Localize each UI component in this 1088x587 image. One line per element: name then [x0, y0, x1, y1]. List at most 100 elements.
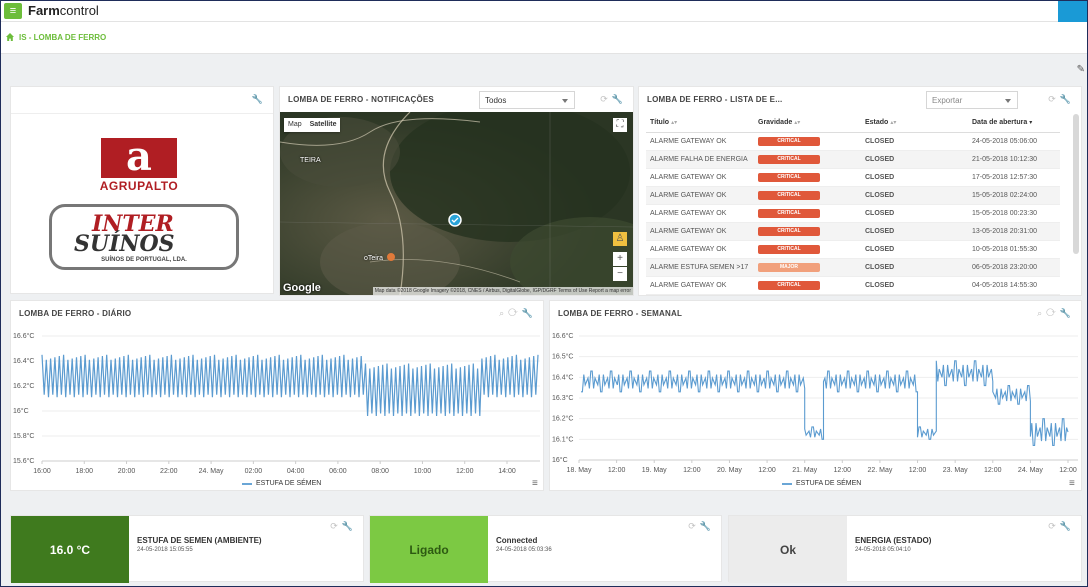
map-view[interactable]: Map Satellite ⛶ ♙ + − TEIRA oTeira Googl… — [280, 112, 633, 295]
column-header-titulo[interactable]: Título ▴▾ — [646, 114, 754, 133]
export-select[interactable]: Exportar — [926, 91, 1018, 109]
tile-estufa-semen[interactable]: 16.0 °C ESTUFA DE SEMEN (AMBIENTE) 24-05… — [10, 515, 364, 583]
zoom-icon[interactable]: ⌕ — [499, 308, 509, 318]
agrupalto-logo: a — [101, 137, 177, 178]
y-tick-label: 16.6°C — [13, 332, 34, 340]
cell-estado: CLOSED — [861, 168, 968, 187]
tile-energia[interactable]: Ok ENERGIA (ESTADO) 24-05-2018 05:04:10 … — [728, 515, 1082, 583]
daily-chart[interactable]: 15.6°C 15.8°C 16°C 16.2°C 16.4°C 16.6°C 16:00 1… — [10, 326, 544, 476]
x-tick-label: 10:00 — [414, 468, 432, 475]
x-tick-label: 14:00 — [498, 468, 516, 475]
weekly-chart-legend[interactable]: ESTUFA DE SÉMEN — [782, 480, 861, 487]
table-row[interactable]: ALARME GATEWAY OK CRITICAL CLOSED 13-05-201… — [646, 222, 1060, 241]
settings-icon[interactable]: 🔧 — [1059, 521, 1075, 531]
chart-menu-icon[interactable]: ≡ — [1069, 478, 1075, 489]
cell-gravidade: CRITICAL — [754, 132, 861, 151]
table-row[interactable]: ALARME FALHA DE ENERGIA CRITICAL CLOSED 21-… — [646, 150, 1060, 169]
intersuinos-tagline: SUÍNOS DE PORTUGAL, LDA. — [101, 257, 187, 263]
cell-gravidade: CRITICAL — [754, 186, 861, 205]
x-tick-label: 12:00 — [909, 467, 927, 474]
panel-title: LOMBA DE FERRO - DIÁRIO — [19, 309, 132, 318]
settings-icon[interactable]: 🔧 — [1059, 94, 1075, 104]
zoom-in-button[interactable]: + — [613, 252, 627, 266]
settings-icon[interactable]: 🔧 — [611, 94, 627, 104]
tile-value-swatch: 16.0 °C — [11, 516, 129, 583]
settings-icon[interactable]: 🔧 — [341, 521, 357, 531]
fullscreen-icon[interactable]: ⛶ — [613, 118, 627, 132]
tile-value-swatch: Ok — [729, 516, 847, 583]
refresh-icon[interactable]: ⟳ — [1046, 308, 1060, 318]
table-row[interactable]: ALARME GATEWAY OK CRITICAL CLOSED 15-05-201… — [646, 204, 1060, 223]
weekly-chart[interactable]: 16°C 16.1°C 16.2°C 16.3°C 16.4°C 16.5°C 16.6°C… — [549, 326, 1082, 476]
refresh-icon[interactable]: ⟳ — [1048, 521, 1060, 531]
sort-icon: ▴▾ — [671, 120, 678, 127]
map-button[interactable]: Map — [288, 121, 302, 128]
breadcrumb[interactable]: IS - LOMBA DE FERRO — [19, 33, 107, 42]
zoom-icon[interactable]: ⌕ — [1037, 308, 1047, 318]
table-row[interactable]: ALARME GATEWAY OK CRITICAL CLOSED 10-05-201… — [646, 240, 1060, 259]
map-attribution[interactable]: Map data ©2018 Google Imagery ©2018, CNE… — [372, 287, 633, 295]
settings-icon[interactable]: 🔧 — [699, 521, 715, 531]
severity-badge: CRITICAL — [758, 136, 820, 146]
x-tick-label: 20:00 — [118, 468, 136, 475]
severity-badge: CRITICAL — [758, 280, 820, 290]
cell-estado: CLOSED — [861, 258, 968, 277]
cell-estado: CLOSED — [861, 276, 968, 295]
cell-data: 15-05-2018 02:24:00 — [968, 186, 1060, 205]
table-scrollbar[interactable] — [1073, 114, 1079, 254]
x-tick-label: 08:00 — [371, 468, 389, 475]
table-row[interactable]: ALARME GATEWAY OK CRITICAL CLOSED 17-05-201… — [646, 168, 1060, 187]
settings-icon[interactable]: 🔧 — [521, 308, 537, 318]
satellite-button[interactable]: Satellite — [309, 121, 337, 128]
intersuinos-suinos: SUÍNOS — [74, 231, 175, 257]
column-label: Gravidade — [758, 119, 793, 127]
column-header-estado[interactable]: Estado ▴▾ — [861, 114, 968, 133]
refresh-icon[interactable]: ⟳ — [508, 308, 522, 318]
cell-data: 13-05-2018 20:31:00 — [968, 222, 1060, 241]
map-place-label: TEIRA — [300, 157, 321, 164]
panel-tools: ⟳🔧 — [1048, 94, 1075, 105]
location-marker-icon[interactable] — [448, 213, 462, 227]
brand-logo[interactable]: Farmcontrol — [28, 3, 99, 18]
cell-titulo: ALARME GATEWAY OK — [646, 222, 754, 241]
brand-light: control — [59, 3, 99, 18]
refresh-icon[interactable]: ⟳ — [600, 94, 612, 104]
zoom-out-button[interactable]: − — [613, 267, 627, 281]
severity-badge: CRITICAL — [758, 208, 820, 218]
settings-icon[interactable]: 🔧 — [1059, 308, 1075, 318]
table-row[interactable]: ALARME ESTUFA SEMEN >17 MAJOR CLOSED 06-05-… — [646, 258, 1060, 277]
column-header-gravidade[interactable]: Gravidade ▴▾ — [754, 114, 861, 133]
daily-chart-legend[interactable]: ESTUFA DE SÉMEN — [242, 480, 321, 487]
edit-dashboard-icon[interactable]: ✎ — [1076, 64, 1085, 75]
cell-estado: CLOSED — [861, 186, 968, 205]
x-tick-label: 18. May — [567, 467, 592, 474]
tile-title: Connected — [496, 536, 538, 545]
tile-connected[interactable]: Ligado Connected 24-05-2018 05:03:36 ⟳🔧 — [369, 515, 722, 583]
cell-titulo: ALARME GATEWAY OK — [646, 168, 754, 187]
tile-value-swatch: Ligado — [370, 516, 488, 583]
cell-gravidade: CRITICAL — [754, 222, 861, 241]
refresh-icon[interactable]: ⟳ — [1048, 94, 1060, 104]
x-tick-label: 22:00 — [160, 468, 178, 475]
severity-badge: CRITICAL — [758, 226, 820, 236]
x-tick-label: 12:00 — [683, 467, 701, 474]
legend-label: ESTUFA DE SÉMEN — [256, 480, 322, 487]
y-tick-label: 16.6°C — [552, 332, 573, 340]
column-header-data[interactable]: Data de abertura ▾ — [968, 114, 1060, 133]
table-row[interactable]: ALARME GATEWAY OK CRITICAL CLOSED 04-05-201… — [646, 276, 1060, 295]
home-icon[interactable] — [6, 33, 14, 41]
street-view-icon[interactable]: ♙ — [613, 232, 627, 246]
chart-menu-icon[interactable]: ≡ — [532, 478, 538, 489]
account-button[interactable] — [1058, 0, 1088, 22]
refresh-icon[interactable]: ⟳ — [688, 521, 700, 531]
x-tick-label: 24. May — [1018, 467, 1043, 474]
table-row[interactable]: ALARME GATEWAY OK CRITICAL CLOSED 15-05-201… — [646, 186, 1060, 205]
refresh-icon[interactable]: ⟳ — [330, 521, 342, 531]
severity-badge: MAJOR — [758, 262, 820, 272]
y-tick-label: 16.1°C — [552, 435, 573, 443]
severity-badge: CRITICAL — [758, 172, 820, 182]
panel-settings-icon[interactable]: 🔧 — [251, 94, 267, 104]
notifications-filter-select[interactable]: Todos — [479, 91, 575, 109]
table-row[interactable]: ALARME GATEWAY OK CRITICAL CLOSED 24-05-201… — [646, 132, 1060, 151]
hamburger-menu-icon[interactable]: ≡ — [4, 3, 22, 19]
